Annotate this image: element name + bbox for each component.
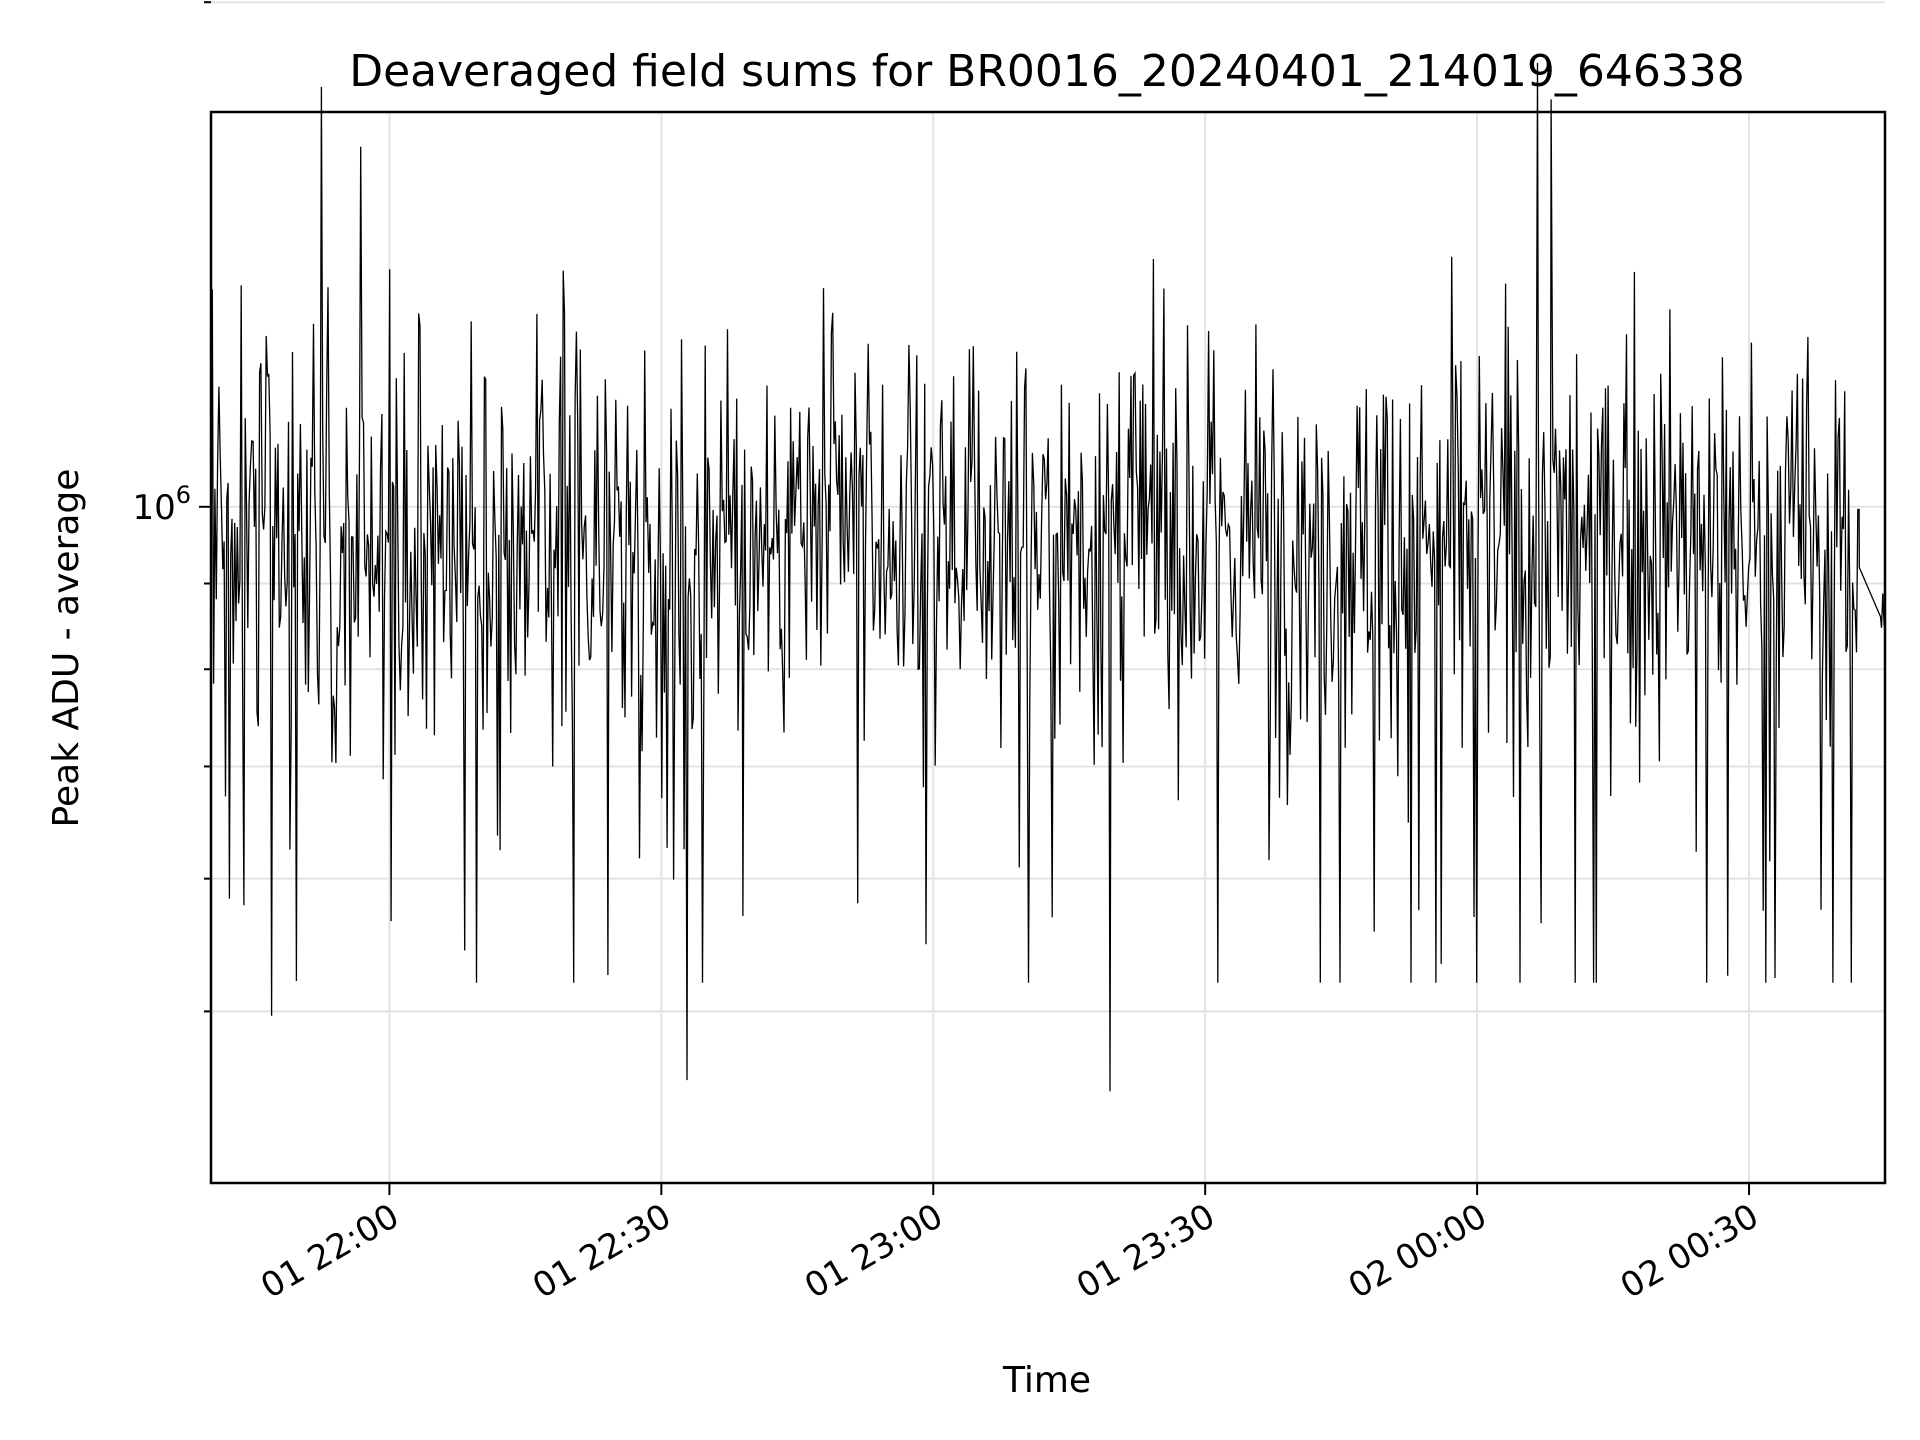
x-axis-label: Time bbox=[1002, 1360, 1091, 1401]
chart-title: Deaveraged field sums for BR0016_2024040… bbox=[349, 46, 1745, 97]
series-line bbox=[210, 62, 1885, 1092]
y-axis-label: Peak ADU - average bbox=[46, 469, 87, 828]
series-layer bbox=[210, 62, 1885, 1092]
y-tick-label: 106 bbox=[132, 481, 191, 528]
plot-frame bbox=[209, 110, 1887, 1185]
